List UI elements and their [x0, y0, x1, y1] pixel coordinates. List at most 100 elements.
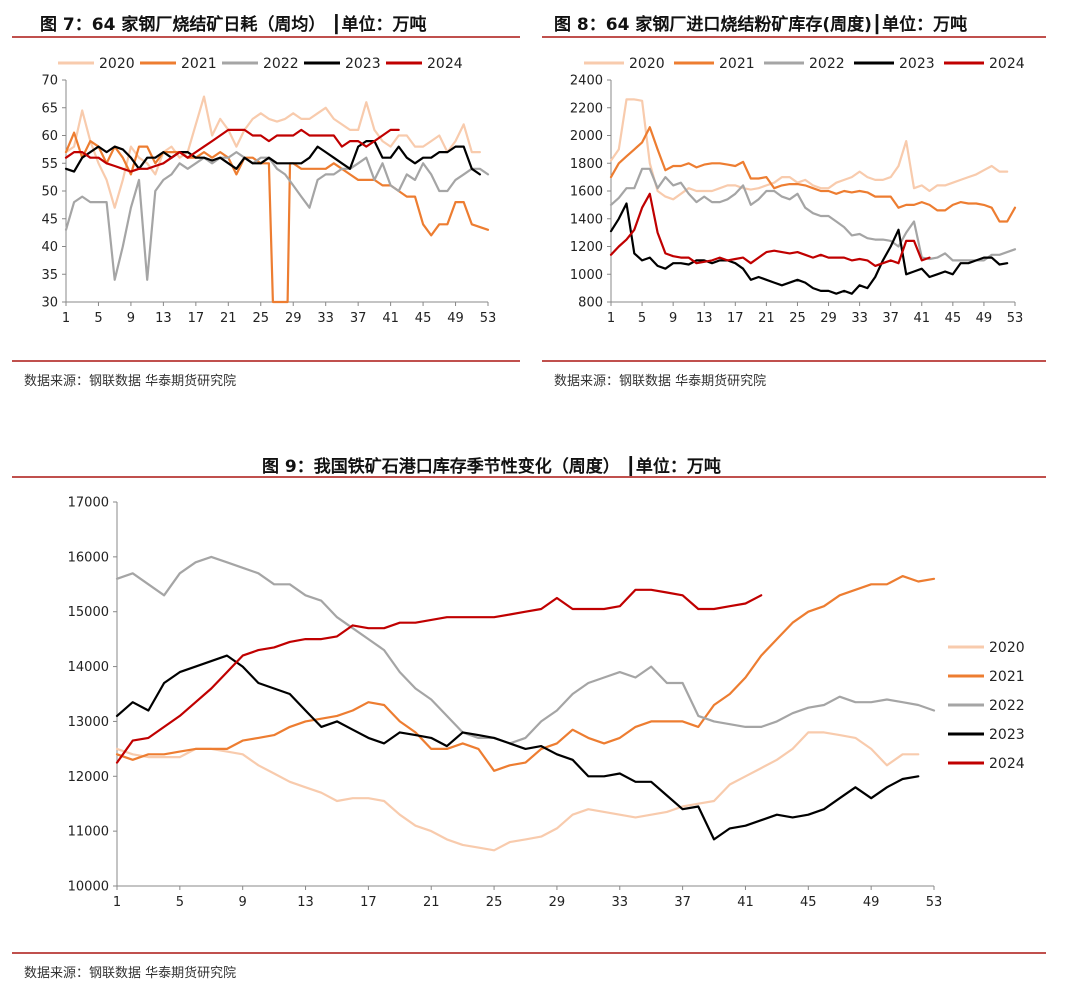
legend-label-2021: 2021 — [719, 56, 755, 72]
y-tick-label: 17000 — [68, 496, 109, 511]
y-tick-label: 40 — [41, 240, 58, 255]
y-tick-label: 2000 — [570, 129, 603, 144]
x-tick-label: 9 — [127, 311, 135, 326]
series-line-2020 — [64, 95, 481, 209]
line-chart: 10000 11000 12000 13000 14000 15000 16000 17000… — [68, 496, 1025, 911]
y-tick-label: 800 — [578, 296, 603, 311]
x-tick-label: 49 — [447, 311, 464, 326]
x-tick-label: 41 — [382, 311, 399, 326]
x-tick-label: 53 — [480, 311, 497, 326]
y-tick-label: 12000 — [68, 770, 109, 785]
y-tick-label: 1600 — [570, 185, 603, 200]
x-tick-label: 37 — [674, 895, 691, 910]
x-tick-label: 41 — [913, 311, 930, 326]
y-tick-label: 14000 — [68, 660, 109, 675]
x-tick-label: 45 — [945, 311, 962, 326]
legend-label-2020: 2020 — [629, 56, 665, 72]
y-tick-label: 1000 — [570, 268, 603, 283]
x-tick-label: 29 — [820, 311, 837, 326]
x-tick-label: 33 — [611, 895, 628, 910]
x-tick-label: 17 — [727, 311, 744, 326]
x-tick-label: 5 — [94, 311, 102, 326]
data-source: 数据来源：钢联数据 华泰期货研究院 — [554, 374, 767, 389]
x-tick-label: 33 — [851, 311, 868, 326]
x-tick-label: 29 — [549, 895, 566, 910]
legend-label-2023: 2023 — [989, 727, 1025, 743]
title-rule — [12, 476, 1046, 478]
x-tick-label: 21 — [758, 311, 775, 326]
legend-label-2020: 2020 — [989, 640, 1025, 656]
legend-label-2023: 2023 — [345, 56, 381, 72]
bottom-rule — [12, 952, 1046, 954]
x-tick-label: 21 — [220, 311, 237, 326]
series-line-2024 — [115, 588, 763, 764]
y-tick-label: 11000 — [68, 825, 109, 840]
legend-label-2024: 2024 — [989, 756, 1025, 772]
series-line-2021 — [115, 574, 936, 772]
bottom-rule — [542, 360, 1046, 362]
y-tick-label: 15000 — [68, 605, 109, 620]
series-line-2024 — [64, 128, 400, 173]
series-line-2022 — [609, 167, 1017, 262]
y-tick-label: 16000 — [68, 550, 109, 565]
series-line-2020 — [115, 731, 920, 852]
y-tick-label: 30 — [41, 296, 58, 311]
data-source: 数据来源：钢联数据 华泰期货研究院 — [24, 966, 237, 981]
chart-panel-2: 图 8：64 家钢厂进口烧结粉矿库存(周度)┃单位：万吨 800 1000 1200… — [540, 0, 1080, 400]
x-tick-label: 25 — [789, 311, 806, 326]
chart-title: 图 7：64 家钢厂烧结矿日耗（周均） ┃单位：万吨 — [40, 15, 427, 35]
y-tick-label: 1800 — [570, 157, 603, 172]
x-tick-label: 37 — [882, 311, 899, 326]
x-tick-label: 17 — [188, 311, 205, 326]
title-rule — [542, 36, 1046, 38]
y-tick-label: 13000 — [68, 715, 109, 730]
x-tick-label: 17 — [360, 895, 377, 910]
x-tick-label: 33 — [317, 311, 334, 326]
x-tick-label: 53 — [1007, 311, 1024, 326]
y-tick-label: 35 — [41, 268, 58, 283]
bottom-rule — [12, 360, 520, 362]
legend-label-2021: 2021 — [989, 669, 1025, 685]
x-tick-label: 45 — [415, 311, 432, 326]
y-tick-label: 55 — [41, 157, 58, 172]
y-tick-label: 60 — [41, 129, 58, 144]
series-line-2024 — [609, 192, 931, 267]
legend-label-2024: 2024 — [989, 56, 1025, 72]
y-tick-label: 50 — [41, 185, 58, 200]
legend-label-2021: 2021 — [181, 56, 217, 72]
x-tick-label: 53 — [926, 895, 943, 910]
title-rule — [12, 36, 520, 38]
data-source: 数据来源：钢联数据 华泰期货研究院 — [24, 374, 237, 389]
series-line-2023 — [115, 654, 920, 841]
chart-title: 图 8：64 家钢厂进口烧结粉矿库存(周度)┃单位：万吨 — [554, 15, 968, 35]
series-line-2023 — [64, 139, 481, 176]
x-tick-label: 1 — [607, 311, 615, 326]
x-tick-label: 5 — [638, 311, 646, 326]
x-tick-label: 29 — [285, 311, 302, 326]
legend-label-2022: 2022 — [263, 56, 299, 72]
x-tick-label: 13 — [155, 311, 172, 326]
series-line-2021 — [609, 126, 1017, 223]
legend-label-2024: 2024 — [427, 56, 463, 72]
x-tick-label: 5 — [176, 895, 184, 910]
x-tick-label: 25 — [252, 311, 269, 326]
line-chart: 30 35 40 45 50 55 60 65 70 1 5 9 13 17 21 25 29 33 37 41 45 4… — [41, 56, 497, 326]
y-tick-label: 65 — [41, 101, 58, 116]
y-tick-label: 45 — [41, 212, 58, 227]
chart-title: 图 9：我国铁矿石港口库存季节性变化（周度） ┃单位：万吨 — [262, 457, 721, 477]
y-tick-label: 1400 — [570, 212, 603, 227]
x-tick-label: 13 — [297, 895, 314, 910]
x-tick-label: 49 — [976, 311, 993, 326]
series-line-2021 — [64, 131, 490, 304]
x-tick-label: 21 — [423, 895, 440, 910]
y-tick-label: 2200 — [570, 101, 603, 116]
legend-label-2020: 2020 — [99, 56, 135, 72]
x-tick-label: 9 — [669, 311, 677, 326]
y-tick-label: 70 — [41, 74, 58, 89]
series-line-2020 — [609, 98, 1009, 201]
chart-panel-3: 图 9：我国铁矿石港口库存季节性变化（周度） ┃单位：万吨 10000 11000… — [0, 440, 1080, 995]
legend-label-2022: 2022 — [809, 56, 845, 72]
legend-label-2022: 2022 — [989, 698, 1025, 714]
series-line-2022 — [64, 150, 490, 281]
x-tick-label: 41 — [737, 895, 754, 910]
